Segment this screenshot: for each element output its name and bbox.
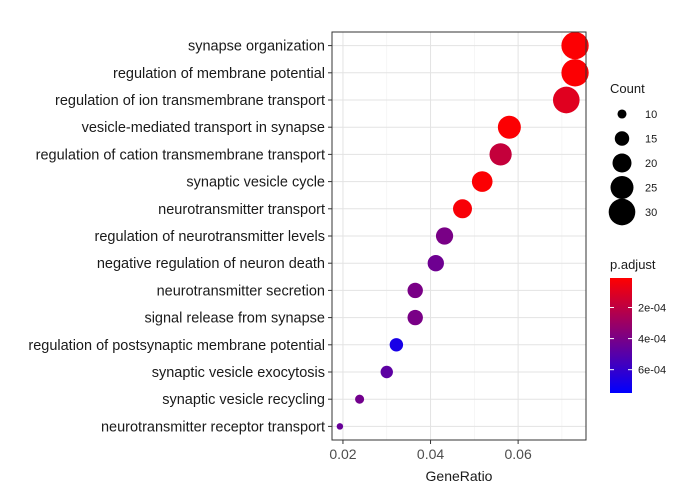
dot: [489, 143, 512, 166]
x-tick-label: 0.02: [329, 446, 356, 462]
p-adjust-tick-label: 6e-04: [638, 365, 666, 377]
count-legend-dot: [617, 109, 627, 119]
term-label: neurotransmitter transport: [158, 202, 325, 218]
count-legend-dot: [614, 131, 630, 146]
p-adjust-colorbar: [610, 278, 632, 393]
term-label: synapse organization: [188, 39, 325, 55]
x-tick-label: 0.06: [504, 446, 531, 462]
dot: [380, 365, 393, 379]
dot: [355, 394, 365, 404]
p-adjust-tick-label: 2e-04: [638, 303, 666, 315]
dot: [453, 199, 472, 219]
p-adjust-legend: p.adjust 2e-04 4e-04 6e-04: [610, 257, 666, 393]
count-legend-dot: [610, 176, 634, 199]
dot: [435, 227, 454, 245]
term-label: vesicle-mediated transport in synapse: [82, 120, 325, 136]
term-label: neurotransmitter receptor transport: [101, 419, 325, 435]
term-label: regulation of membrane potential: [113, 66, 325, 82]
term-label: regulation of postsynaptic membrane pote…: [28, 338, 325, 354]
p-adjust-tick-label: 4e-04: [638, 334, 666, 346]
dot: [561, 59, 589, 87]
count-legend: Count 10 15 20 25 30: [608, 81, 657, 226]
term-label: regulation of cation transmembrane trans…: [36, 147, 325, 163]
x-axis: 0.02 0.04 0.06: [329, 440, 532, 462]
term-label: regulation of neurotransmitter levels: [94, 229, 325, 245]
dot: [497, 115, 521, 139]
dot: [389, 338, 404, 352]
x-tick-label: 0.04: [417, 446, 444, 462]
count-legend-title: Count: [610, 81, 645, 96]
term-labels: synapse organization regulation of membra…: [28, 39, 332, 435]
dot: [552, 86, 580, 114]
dot: [336, 423, 344, 430]
dot: [407, 309, 423, 326]
count-legend-label: 10: [645, 109, 657, 121]
count-legend-label: 30: [645, 207, 657, 219]
dot: [407, 282, 423, 299]
grid-lines: [332, 32, 586, 440]
p-adjust-legend-title: p.adjust: [610, 257, 656, 272]
dot: [561, 31, 589, 60]
term-label: regulation of ion transmembrane transpor…: [55, 93, 325, 109]
dots: [336, 31, 589, 430]
dot: [471, 171, 493, 192]
count-legend-label: 25: [645, 183, 657, 195]
count-legend-label: 15: [645, 134, 657, 146]
term-label: synaptic vesicle cycle: [186, 175, 325, 191]
count-legend-dot: [612, 153, 632, 173]
term-label: synaptic vesicle recycling: [162, 392, 325, 408]
term-label: neurotransmitter secretion: [157, 283, 325, 299]
term-label: signal release from synapse: [144, 311, 325, 327]
x-axis-title: GeneRatio: [426, 468, 493, 484]
term-label: negative regulation of neuron death: [97, 256, 325, 272]
count-legend-dot: [608, 198, 636, 226]
count-legend-label: 20: [645, 158, 657, 170]
term-label: synaptic vesicle exocytosis: [152, 365, 325, 381]
dot: [427, 255, 444, 272]
